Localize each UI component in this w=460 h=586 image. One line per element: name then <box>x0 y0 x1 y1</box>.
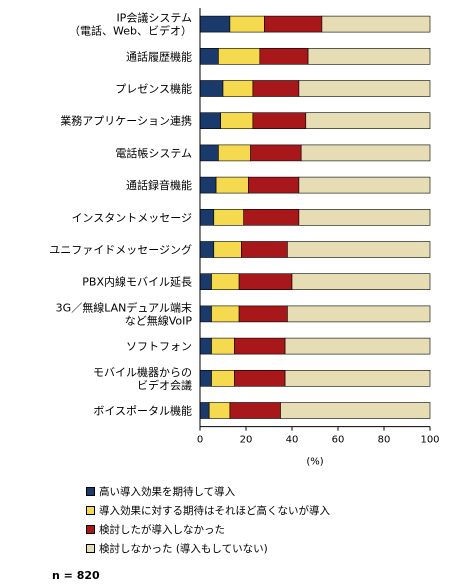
x-tick-label: 40 <box>286 435 299 446</box>
bar-segment <box>243 209 300 226</box>
legend-swatch <box>86 487 95 496</box>
category-label: 通話録音機能 <box>126 178 192 192</box>
bar-segment <box>222 80 254 97</box>
x-tick-label: 60 <box>332 435 345 446</box>
category-label: 電話帳システム <box>115 146 192 160</box>
bar-segment <box>199 209 215 226</box>
bar-segment <box>259 47 309 65</box>
bar-segment <box>199 15 231 33</box>
bar-segment <box>284 337 431 355</box>
bar-segment <box>213 209 245 226</box>
category-label: ボイスポータル機能 <box>93 404 192 418</box>
legend-label: 導入効果に対する期待はそれほど高くないが導入 <box>99 505 330 517</box>
legend-item: 検討しなかった (導入もしていない) <box>86 539 330 558</box>
bar-segment <box>211 305 240 323</box>
x-axis-label: (%) <box>306 457 323 468</box>
bar-segment <box>199 47 219 65</box>
legend-swatch <box>86 525 95 534</box>
bar-segment <box>234 337 286 355</box>
bar-segment <box>215 176 249 194</box>
x-axis-ticks: 0 20 40 60 80 100 <box>197 426 440 446</box>
bar-segment <box>284 369 431 387</box>
legend-label: 検討したが導入しなかった <box>99 524 225 536</box>
bar-segment <box>252 112 307 129</box>
bar-segment <box>238 273 293 291</box>
legend-swatch <box>86 544 95 553</box>
bar-segment <box>298 209 431 226</box>
bar-segment <box>229 402 281 419</box>
bar-segment <box>199 176 217 194</box>
legend-label: 検討しなかった (導入もしていない) <box>99 543 268 555</box>
bar-segment <box>250 144 302 162</box>
bar-segment <box>211 369 235 387</box>
bar-segment <box>199 369 212 387</box>
bar-segment <box>199 305 212 323</box>
category-label: ユニファイドメッセージング <box>49 243 192 257</box>
bar-segment <box>241 241 288 258</box>
bar-segment <box>220 112 254 129</box>
bar-segment <box>234 369 286 387</box>
bar-segment <box>287 305 431 323</box>
x-tick-label: 100 <box>420 435 439 446</box>
bar-segment <box>229 15 265 33</box>
bar-segment <box>298 176 431 194</box>
bar-segment <box>208 402 231 419</box>
bar-segment <box>218 47 261 65</box>
bar-segment <box>287 241 431 258</box>
bar-segment <box>280 402 431 419</box>
category-label: プレゼンス機能 <box>115 82 192 96</box>
category-label: 3G／無線LANデュアル端末など無線VoIP <box>56 300 193 327</box>
sample-size-note: n = 820 <box>52 569 100 582</box>
bar-segment <box>199 144 219 162</box>
bar-segment <box>199 112 222 129</box>
category-label: モバイル機器からのビデオ会議 <box>93 365 192 392</box>
bar-segment <box>252 80 300 97</box>
legend-label: 高い導入効果を期待して導入 <box>99 486 236 498</box>
bar-segment <box>305 112 431 129</box>
bar-segment <box>199 402 210 419</box>
category-label: 業務アプリケーション連携 <box>60 114 192 128</box>
x-tick-label: 80 <box>378 435 391 446</box>
category-label: 通話履歴機能 <box>126 49 192 63</box>
bar-segment <box>264 15 323 33</box>
bar-segment <box>321 15 431 33</box>
bar-segment <box>211 337 235 355</box>
x-tick-label: 0 <box>197 435 203 446</box>
category-label: インスタントメッセージ <box>71 211 192 224</box>
bar-segment <box>199 337 212 355</box>
legend-item: 検討したが導入しなかった <box>86 520 330 539</box>
bar-segment <box>307 47 431 65</box>
bar-segment <box>298 80 431 97</box>
bar-segment <box>199 273 212 291</box>
legend-item: 導入効果に対する期待はそれほど高くないが導入 <box>86 501 330 520</box>
bars-group <box>199 15 431 419</box>
category-label: IP会議システム（電話、Web、ビデオ） <box>69 11 192 38</box>
bar-segment <box>291 273 431 291</box>
bar-segment <box>211 273 240 291</box>
bar-segment <box>238 305 288 323</box>
bar-segment <box>218 144 251 162</box>
category-labels: IP会議システム（電話、Web、ビデオ） 通話履歴機能プレゼンス機能業務アプリケー… <box>49 11 192 418</box>
legend-item: 高い導入効果を期待して導入 <box>86 482 330 501</box>
bar-segment <box>199 241 215 258</box>
category-label: ソフトフォン <box>126 340 192 353</box>
legend-swatch <box>86 506 95 515</box>
bar-segment <box>300 144 431 162</box>
x-tick-label: 20 <box>240 435 253 446</box>
category-label: PBX内線モバイル延長 <box>82 275 192 289</box>
legend: 高い導入効果を期待して導入導入効果に対する期待はそれほど高くないが導入 検討したが… <box>86 482 330 558</box>
bar-segment <box>248 176 300 194</box>
bar-segment <box>213 241 242 258</box>
bar-segment <box>199 80 224 97</box>
